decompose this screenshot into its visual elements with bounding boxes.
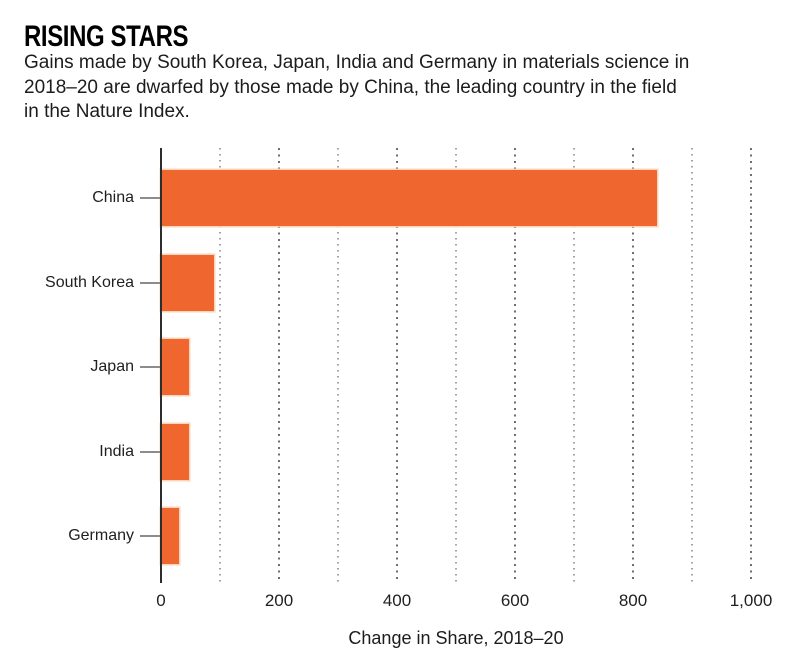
bar-india — [161, 423, 190, 480]
gridline-500 — [455, 148, 457, 583]
category-label-south-korea: South Korea — [45, 273, 134, 291]
bar-germany — [161, 508, 179, 564]
category-label-germany: Germany — [68, 527, 134, 544]
gridline-900 — [691, 148, 693, 583]
subtitle-line: 2018–20 are dwarfed by those made by Chi… — [24, 76, 677, 98]
category-label-china: China — [92, 189, 134, 206]
subtitle-line: in the Nature Index. — [24, 101, 190, 122]
gridline-100 — [219, 148, 221, 583]
bar-south-korea — [161, 254, 215, 311]
bar-japan — [161, 339, 189, 395]
gridline-600 — [514, 148, 516, 583]
category-label-japan: Japan — [90, 358, 134, 375]
gridline-300 — [337, 148, 339, 583]
label-tick-south-korea — [140, 281, 161, 284]
x-tick-label-800: 800 — [618, 591, 648, 610]
gridline-400 — [396, 148, 398, 583]
x-tick-label-0: 0 — [156, 591, 166, 610]
label-tick-germany — [140, 535, 161, 537]
gridline-700 — [573, 148, 575, 583]
y-axis-line — [160, 148, 162, 583]
x-tick-label-600: 600 — [500, 591, 530, 610]
gridline-1000 — [750, 148, 752, 583]
label-tick-india — [140, 450, 161, 453]
plot-area — [140, 148, 752, 583]
x-tick-label-400: 400 — [382, 591, 412, 610]
label-tick-china — [140, 197, 161, 199]
gridline-800 — [632, 148, 634, 583]
x-tick-label-1000: 1,000 — [729, 591, 773, 610]
x-tick-label-200: 200 — [264, 591, 294, 610]
category-label-india: India — [99, 442, 134, 460]
page-title: RISING STARS — [24, 20, 189, 53]
bar-china — [161, 170, 657, 226]
label-tick-japan — [140, 366, 161, 368]
chart-subtitle: Gains made by South Korea, Japan, India … — [24, 51, 689, 125]
gridline-200 — [278, 148, 280, 583]
category-axis-labels: China South Korea Japan India Germany — [0, 148, 134, 583]
subtitle-line: Gains made by South Korea, Japan, India … — [24, 52, 690, 73]
x-axis-title: Change in Share, 2018–20 — [348, 628, 564, 648]
x-axis-tick-labels: 0 200 400 600 800 1,000 — [156, 591, 772, 613]
